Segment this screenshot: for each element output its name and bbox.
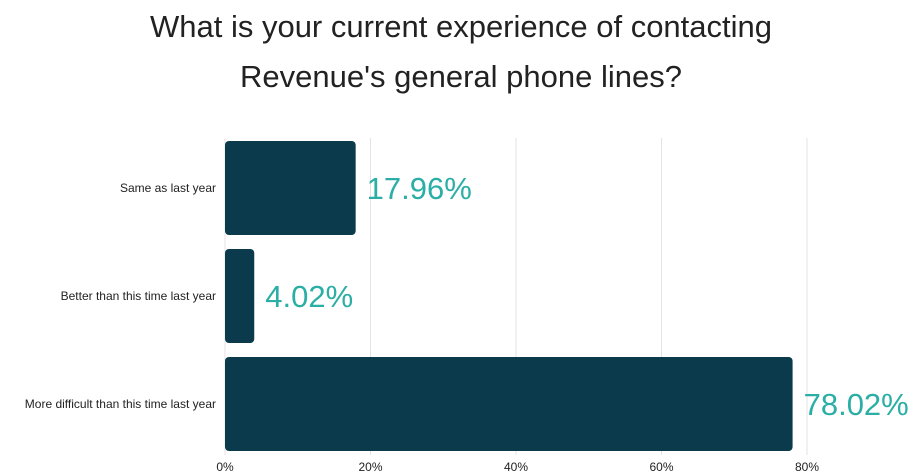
x-tick-label: 0%	[216, 460, 234, 474]
chart-title: What is your current experience of conta…	[0, 2, 922, 102]
x-tick-label: 20%	[358, 460, 382, 474]
bars	[225, 141, 793, 451]
category-labels: Same as last year Better than this time l…	[25, 181, 216, 411]
chart-title-line-1: What is your current experience of conta…	[149, 9, 773, 44]
bar	[225, 141, 356, 235]
value-label: 78.02%	[804, 387, 909, 422]
x-tick-label: 60%	[649, 460, 673, 474]
x-tick-label: 80%	[795, 460, 819, 474]
value-label: 17.96%	[367, 171, 472, 206]
bar	[225, 357, 793, 451]
category-label: Better than this time last year	[61, 289, 216, 303]
chart-title-line-2: Revenue's general phone lines?	[240, 59, 682, 94]
x-tick-label: 40%	[504, 460, 528, 474]
x-axis-tick-labels: 0% 20% 40% 60% 80%	[216, 460, 819, 474]
category-label: Same as last year	[120, 181, 216, 195]
value-label: 4.02%	[265, 279, 353, 314]
category-label: More difficult than this time last year	[25, 397, 216, 411]
value-labels: 17.96% 4.02% 78.02%	[265, 171, 908, 422]
bar	[225, 249, 255, 343]
